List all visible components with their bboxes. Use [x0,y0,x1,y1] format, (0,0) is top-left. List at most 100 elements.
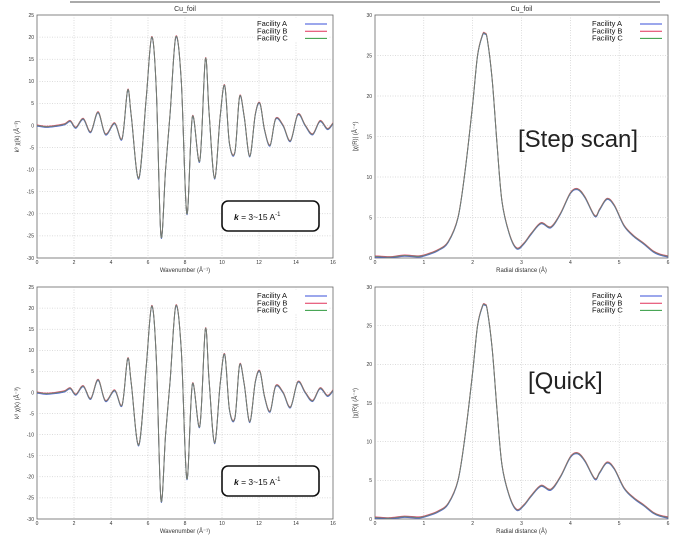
y-tick-label: 20 [28,306,34,312]
legend-label: Facility B [257,298,287,307]
y-tick-label: 0 [31,390,34,396]
k-range-box-quick: k = 3~15 A-1 [221,465,320,497]
y-axis-label: |χ(R)| (Å⁻⁴) [352,121,359,151]
x-tick-label: 8 [184,521,187,527]
k-range-sup: -1 [275,477,281,483]
y-tick-label: -30 [27,517,34,523]
x-tick-label: 12 [256,260,262,266]
x-axis-label: Radial distance (Å) [496,267,547,274]
x-tick-label: 16 [330,260,336,266]
y-tick-label: 25 [28,13,34,19]
overlap-line [375,303,668,519]
y-tick-label: -10 [27,432,34,438]
x-tick-label: 10 [219,260,225,266]
k-symbol: k [234,477,240,487]
y-tick-label: 10 [28,348,34,354]
y-tick-label: 20 [366,94,372,100]
legend-label: Facility A [592,19,622,28]
y-tick-label: -20 [27,212,34,218]
plot-title: Cu_foil [174,6,196,13]
x-tick-label: 6 [147,260,150,266]
x-tick-label: 0 [36,521,39,527]
svg-text:k = 3~15 A-1: k = 3~15 A-1 [234,212,281,222]
ft-quick-plot: 0 1 2 3 4 5 6 0 5 10 15 20 25 30 Radial distance (Å) |χ… [352,285,670,535]
x-tick-label: 12 [256,521,262,527]
x-tick-label: 3 [520,260,523,266]
y-tick-label: -15 [27,454,34,460]
x-tick-label: 6 [667,521,670,527]
y-tick-label: -20 [27,475,34,481]
x-tick-label: 6 [667,260,670,266]
x-axis-label: Wavenumber (Å⁻¹) [160,528,210,535]
y-tick-label: 20 [28,35,34,41]
x-tick-label: 4 [110,521,113,527]
x-tick-label: 8 [184,260,187,266]
x-tick-label: 2 [471,521,474,527]
x-tick-label: 6 [147,521,150,527]
y-axis-label: k³ χ(k) (Å⁻³) [14,387,21,419]
x-tick-label: 0 [374,521,377,527]
chi-quick-plot: 0 2 4 6 8 10 12 14 16 -30 -25 -20 -15 -10 -5 0 5 10 15 20 25… [14,285,336,535]
y-tick-label: 30 [366,13,372,19]
svg-text:k = 3~15 A-1: k = 3~15 A-1 [234,477,281,487]
x-tick-label: 3 [520,521,523,527]
x-tick-label: 10 [219,521,225,527]
y-tick-label: -5 [30,145,35,151]
y-tick-label: -10 [27,167,34,173]
legend-label: Facility B [592,298,622,307]
y-tick-label: 0 [369,517,372,523]
plot-title: Cu_foil [511,6,533,13]
y-tick-label: 10 [28,79,34,85]
y-tick-label: 0 [369,256,372,262]
x-axis-label: Wavenumber (Å⁻¹) [160,267,210,274]
k-range-box-step: k = 3~15 A-1 [221,200,320,232]
x-tick-label: 1 [422,521,425,527]
x-tick-label: 2 [73,260,76,266]
legend-label: Facility B [592,26,622,35]
overlap-line [37,304,333,503]
quick-annotation: [Quick] [528,368,603,395]
legend-label: Facility B [257,26,287,35]
y-tick-label: 10 [366,439,372,445]
x-tick-label: 14 [293,260,299,266]
x-tick-label: 0 [374,260,377,266]
x-tick-label: 14 [293,521,299,527]
y-axis-label: k³ χ(k) (Å⁻³) [14,121,21,153]
y-tick-label: -25 [27,496,34,502]
y-tick-label: -25 [27,234,34,240]
y-axis-label: |χ(R)| (Å⁻⁴) [352,388,359,418]
overlap-line [37,35,333,239]
y-tick-label: -5 [30,411,35,417]
y-tick-label: 15 [366,401,372,407]
x-tick-label: 2 [73,521,76,527]
legend-label: Facility C [592,306,623,315]
x-tick-label: 2 [471,260,474,266]
x-tick-label: 5 [618,260,621,266]
y-tick-label: -30 [27,256,34,262]
y-tick-label: 5 [369,215,372,221]
y-tick-label: 5 [31,101,34,107]
y-tick-label: 10 [366,175,372,181]
y-tick-label: 30 [366,285,372,291]
x-axis-label: Radial distance (Å) [496,528,547,535]
x-tick-label: 4 [110,260,113,266]
k-range-sup: -1 [275,212,281,218]
y-tick-label: 5 [369,478,372,484]
x-tick-label: 4 [569,260,572,266]
x-tick-label: 4 [569,521,572,527]
k-range-text: = 3~15 A [239,477,276,487]
y-tick-label: 15 [28,327,34,333]
legend-label: Facility A [592,291,622,300]
legend-label: Facility C [257,306,288,315]
x-tick-label: 5 [618,521,621,527]
step-scan-annotation: [Step scan] [518,126,638,153]
legend-label: Facility C [257,34,288,43]
y-tick-label: 20 [366,362,372,368]
y-tick-label: 25 [366,53,372,59]
legend-label: Facility A [257,291,287,300]
